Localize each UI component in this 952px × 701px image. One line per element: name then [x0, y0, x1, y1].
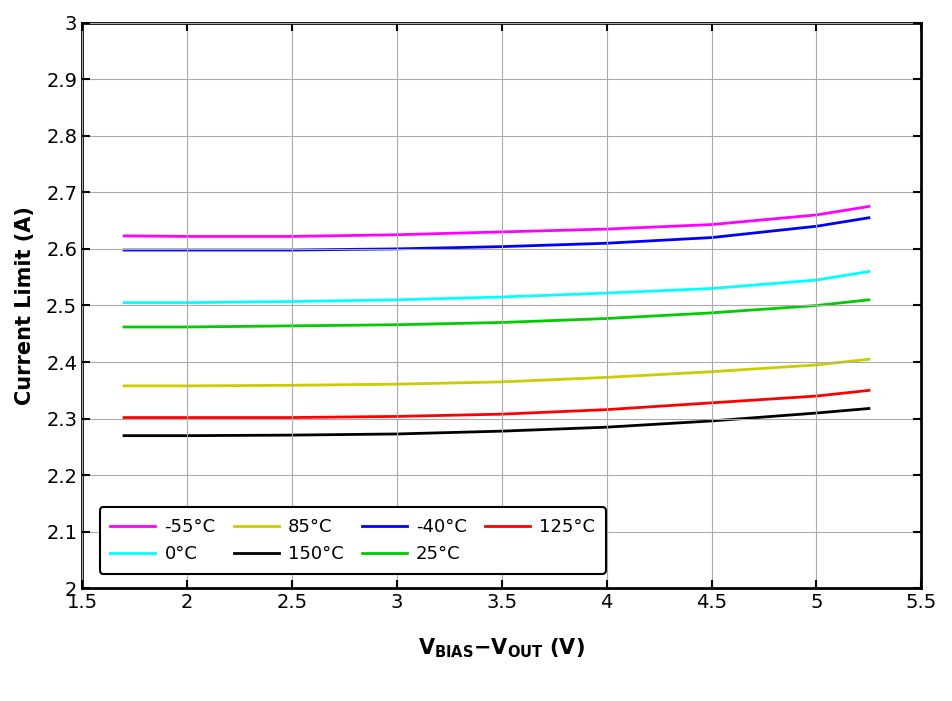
125°C	[705, 399, 717, 407]
0°C	[811, 275, 823, 284]
Line: 0°C: 0°C	[124, 271, 869, 303]
0°C	[863, 267, 875, 275]
0°C	[118, 299, 129, 307]
85°C	[601, 373, 612, 381]
0°C	[705, 285, 717, 293]
Text: $\mathbf{V_{BIAS}}$$\mathbf{ - V_{OUT}}$ $\mathbf{(V)}$: $\mathbf{V_{BIAS}}$$\mathbf{ - V_{OUT}}$…	[418, 637, 585, 660]
150°C	[118, 431, 129, 440]
-40°C	[496, 243, 507, 251]
125°C	[601, 405, 612, 414]
-55°C	[181, 232, 192, 240]
25°C	[118, 322, 129, 331]
25°C	[287, 322, 298, 330]
150°C	[287, 431, 298, 440]
0°C	[391, 296, 403, 304]
0°C	[496, 293, 507, 301]
125°C	[181, 414, 192, 422]
Line: 125°C: 125°C	[124, 390, 869, 418]
Line: 85°C: 85°C	[124, 359, 869, 386]
0°C	[181, 299, 192, 307]
85°C	[863, 355, 875, 363]
Y-axis label: Current Limit (A): Current Limit (A)	[15, 206, 35, 405]
-40°C	[181, 246, 192, 254]
85°C	[181, 381, 192, 390]
-55°C	[118, 231, 129, 240]
150°C	[601, 423, 612, 431]
-55°C	[705, 220, 717, 229]
-40°C	[118, 246, 129, 254]
-55°C	[287, 232, 298, 240]
-40°C	[287, 246, 298, 254]
25°C	[811, 301, 823, 310]
-40°C	[601, 239, 612, 247]
150°C	[811, 409, 823, 417]
-40°C	[863, 214, 875, 222]
0°C	[601, 289, 612, 297]
-40°C	[705, 233, 717, 242]
-40°C	[391, 245, 403, 253]
-55°C	[601, 225, 612, 233]
25°C	[181, 322, 192, 331]
25°C	[496, 318, 507, 327]
-55°C	[863, 202, 875, 210]
25°C	[863, 296, 875, 304]
Legend: -55°C, 0°C, 85°C, 150°C, -40°C, 25°C, 125°C: -55°C, 0°C, 85°C, 150°C, -40°C, 25°C, 12…	[100, 507, 605, 574]
125°C	[118, 414, 129, 422]
-55°C	[391, 231, 403, 239]
-40°C	[811, 222, 823, 231]
-55°C	[496, 228, 507, 236]
150°C	[863, 404, 875, 413]
85°C	[391, 380, 403, 388]
-55°C	[811, 211, 823, 219]
85°C	[705, 367, 717, 376]
125°C	[811, 392, 823, 400]
Line: -40°C: -40°C	[124, 218, 869, 250]
Line: -55°C: -55°C	[124, 206, 869, 236]
150°C	[496, 427, 507, 435]
0°C	[287, 297, 298, 306]
25°C	[391, 320, 403, 329]
125°C	[496, 410, 507, 418]
Line: 150°C: 150°C	[124, 409, 869, 435]
Line: 25°C: 25°C	[124, 300, 869, 327]
85°C	[811, 361, 823, 369]
125°C	[863, 386, 875, 395]
150°C	[181, 431, 192, 440]
85°C	[118, 381, 129, 390]
85°C	[287, 381, 298, 390]
150°C	[705, 416, 717, 425]
125°C	[287, 414, 298, 422]
25°C	[705, 308, 717, 317]
125°C	[391, 412, 403, 421]
25°C	[601, 314, 612, 322]
150°C	[391, 430, 403, 438]
85°C	[496, 378, 507, 386]
